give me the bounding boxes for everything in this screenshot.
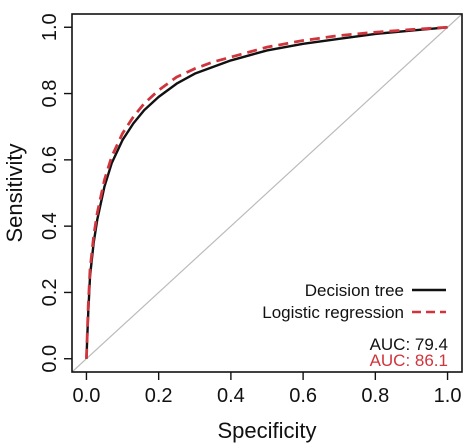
auc-label: AUC: 86.1	[370, 351, 448, 370]
x-tick-label: 0.2	[145, 385, 173, 407]
y-axis: 0.0 0.2 0.4 0.6 0.8 1.0	[39, 13, 72, 373]
x-tick-label: 0.4	[217, 385, 245, 407]
x-tick-label: 0.0	[73, 385, 101, 407]
reference-diagonal-line	[72, 14, 462, 372]
plot-frame	[71, 13, 463, 373]
legend: Decision tree Logistic regression	[262, 281, 446, 322]
legend-label: Decision tree	[305, 281, 404, 300]
x-axis: 0.0 0.2 0.4 0.6 0.8 1.0	[73, 372, 462, 407]
y-tick-label: 1.0	[39, 13, 61, 41]
x-tick-label: 1.0	[434, 385, 462, 407]
x-tick-label: 0.6	[289, 385, 317, 407]
x-tick-label: 0.8	[361, 385, 389, 407]
y-tick-label: 0.8	[39, 80, 61, 108]
legend-label: Logistic regression	[262, 303, 404, 322]
x-axis-title: Specificity	[217, 418, 316, 443]
y-axis-title: Sensitivity	[2, 143, 27, 242]
auc-label: AUC: 79.4	[370, 335, 448, 354]
y-tick-label: 0.6	[39, 146, 61, 174]
y-tick-label: 0.0	[39, 345, 61, 373]
series-line-logistic-regression	[85, 25, 448, 359]
y-tick-label: 0.2	[39, 279, 61, 307]
y-tick-label: 0.4	[39, 212, 61, 240]
plot-marks	[72, 14, 462, 372]
